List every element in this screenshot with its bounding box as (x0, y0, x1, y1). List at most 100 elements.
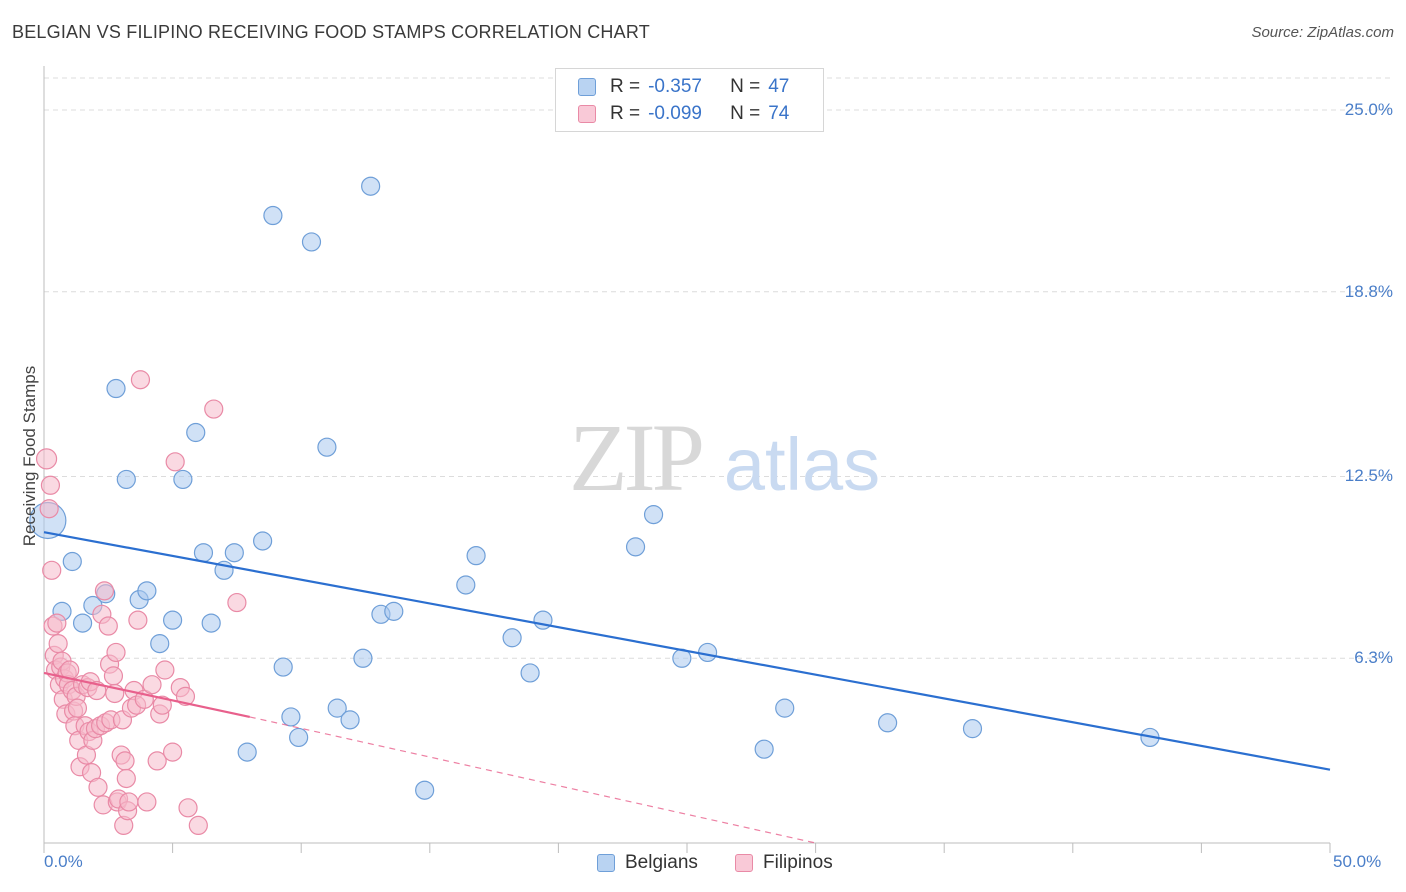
belgian-point (962, 719, 983, 739)
belgian-point (456, 575, 476, 595)
belgian-point (62, 551, 82, 572)
filipino-point (128, 610, 148, 630)
belgian-point (163, 610, 183, 630)
legend-swatch-filipinos (578, 105, 596, 123)
legend-row-belgians: R = -0.357 N = 47 (578, 74, 789, 100)
belgian-point (643, 505, 664, 525)
filipino-series (35, 370, 247, 836)
legend-r-value: -0.099 (648, 103, 702, 124)
belgian-point (353, 648, 373, 668)
legend-n-value: 74 (768, 103, 790, 124)
filipino-trendline (43, 671, 250, 718)
filipino-point (227, 592, 247, 613)
belgian-point (263, 205, 283, 226)
filipino-point (147, 751, 167, 771)
belgian-point (186, 422, 206, 443)
filipino-point (165, 452, 185, 472)
filipino-point (67, 698, 88, 718)
filipino-point (103, 666, 124, 686)
belgian-point (301, 232, 322, 252)
bottom-legend-swatch-filipinos (735, 854, 753, 872)
filipino-point (115, 751, 135, 771)
belgian-series (29, 176, 1160, 800)
belgian-point (224, 543, 244, 563)
legend-r-value: -0.357 (648, 76, 702, 97)
belgian-point (237, 742, 257, 762)
belgian-point (754, 739, 774, 759)
belgian-point (150, 634, 170, 654)
belgian-point (273, 657, 293, 677)
belgian-point (384, 601, 404, 621)
legend-r-label: R = (610, 103, 641, 124)
chart-title: BELGIAN VS FILIPINO RECEIVING FOOD STAMP… (12, 22, 650, 42)
belgian-point (878, 713, 898, 733)
filipino-point (94, 581, 115, 601)
x-tick-label-max: 50.0% (1333, 852, 1382, 871)
belgian-point (137, 581, 157, 601)
filipino-point (98, 616, 118, 636)
filipino-point (130, 370, 151, 390)
belgian-point (327, 698, 347, 718)
belgian-point (253, 531, 273, 551)
filipino-point (39, 499, 59, 519)
filipino-point (155, 660, 175, 680)
filipino-point (119, 792, 139, 812)
bottom-legend-swatch-belgians (597, 854, 615, 872)
filipino-point (175, 686, 196, 706)
y-tick-label: 18.8% (1344, 281, 1393, 301)
legend: R = -0.357 N = 47 R = -0.099 N = 74 (555, 68, 824, 132)
trendlines (43, 531, 1331, 844)
legend-n-label: N = (730, 76, 761, 97)
legend-r-label: R = (610, 76, 641, 97)
watermark: ZIP atlas (569, 404, 880, 511)
bottom-legend-label-filipinos: Filipinos (763, 852, 833, 873)
source-label: Source: ZipAtlas.com (1251, 24, 1394, 41)
filipino-point (48, 634, 68, 654)
belgian-point (415, 780, 435, 800)
filipino-point (142, 675, 162, 695)
belgian-point (72, 613, 93, 633)
belgian-point (106, 378, 126, 399)
gridlines (44, 77, 1392, 659)
filipino-trendline-extrapolated (249, 716, 816, 844)
bottom-legend-belgians: Belgians (597, 852, 698, 874)
belgian-point (116, 469, 136, 490)
filipino-point (152, 695, 172, 715)
belgian-point (697, 642, 718, 663)
filipino-point (42, 560, 62, 580)
belgian-point (317, 437, 337, 457)
filipino-point (116, 768, 136, 789)
filipino-point (47, 613, 67, 633)
y-tick-label: 6.3% (1354, 648, 1393, 668)
belgian-point (502, 628, 522, 648)
belgian-trendline (43, 531, 1331, 771)
belgian-point (201, 613, 221, 633)
belgian-point (340, 710, 360, 730)
y-tick-label: 25.0% (1344, 99, 1393, 119)
watermark-zip: ZIP (569, 404, 702, 511)
legend-swatch-belgians (578, 78, 596, 96)
filipino-point (188, 815, 208, 836)
belgian-point (193, 543, 214, 563)
filipino-point (137, 792, 157, 812)
filipino-point (40, 475, 61, 495)
filipino-point (88, 777, 108, 797)
bottom-legend-label-belgians: Belgians (625, 852, 698, 873)
filipino-point (178, 798, 198, 818)
belgian-point (625, 537, 646, 557)
filipino-point (106, 642, 126, 663)
y-tick-label: 12.5% (1344, 466, 1393, 486)
bottom-legend-filipinos: Filipinos (735, 852, 833, 874)
legend-n-value: 47 (768, 76, 790, 97)
watermark-atlas: atlas (724, 423, 880, 506)
y-axis-label: Receiving Food Stamps (20, 365, 39, 547)
x-tick-label-min: 0.0% (44, 852, 83, 871)
belgian-point (775, 698, 795, 718)
belgian-point (289, 727, 309, 748)
legend-n-label: N = (730, 103, 761, 124)
belgian-point (281, 707, 301, 727)
belgian-point (520, 663, 540, 683)
legend-row-filipinos: R = -0.099 N = 74 (578, 101, 789, 127)
filipino-point (35, 448, 58, 470)
